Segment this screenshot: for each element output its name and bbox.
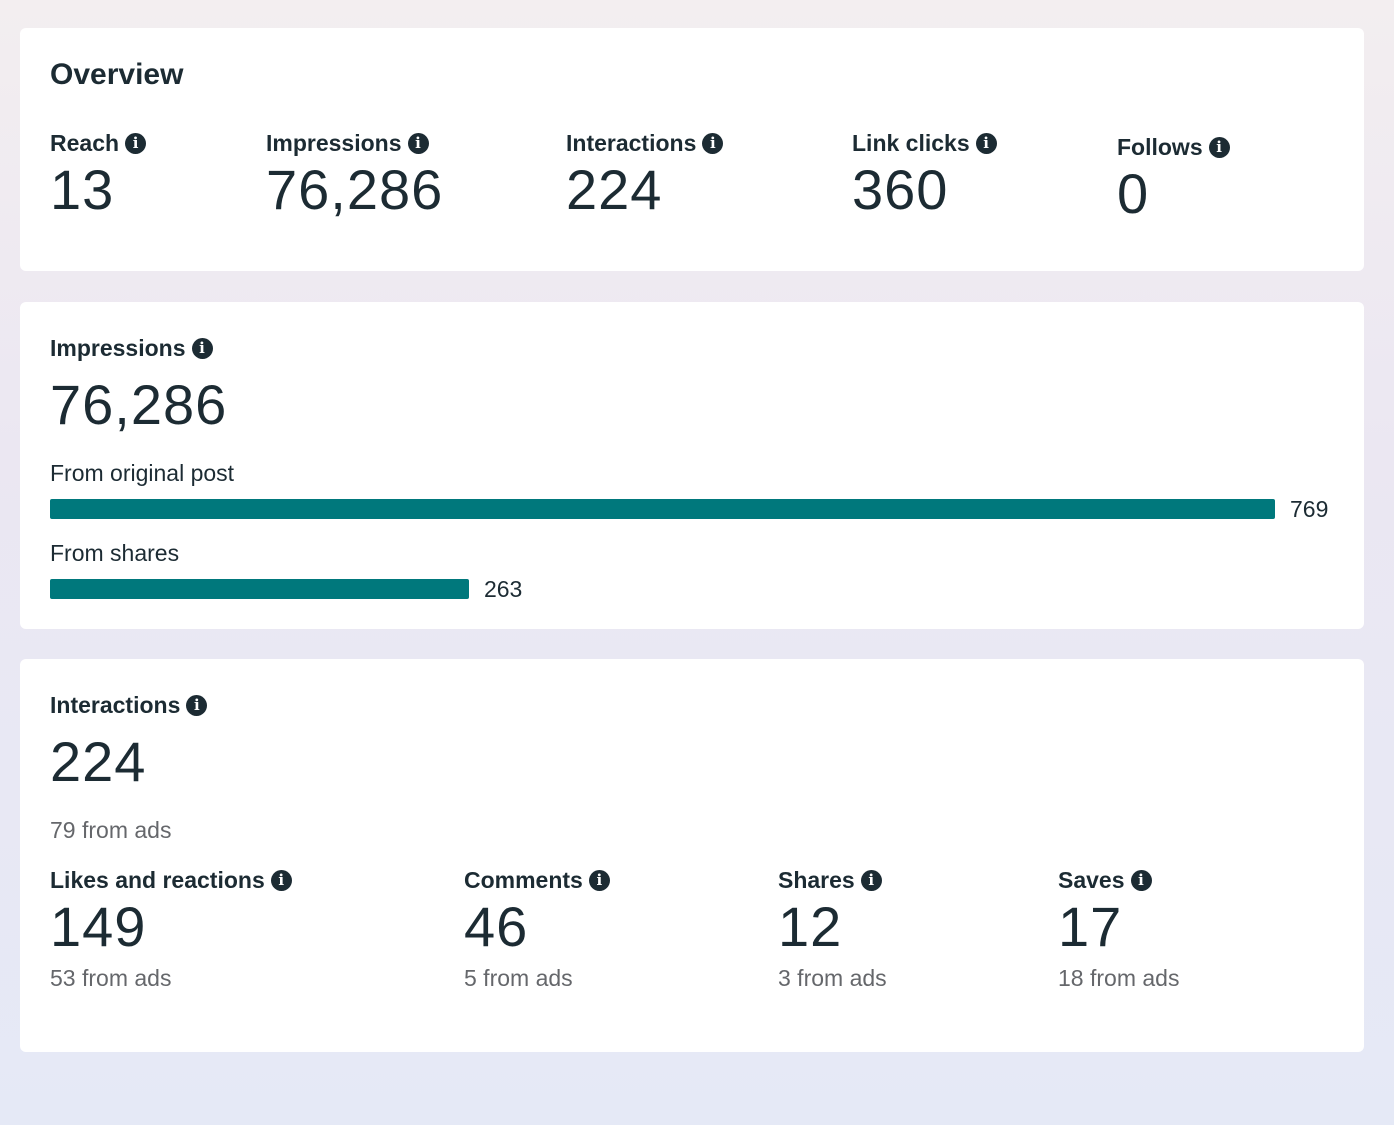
overview-card: Overview Reach i 13 Impressions i 76,286 I…	[20, 28, 1364, 271]
bar-from-shares	[50, 579, 469, 599]
metric-link-clicks: Link clicks i 360	[852, 130, 997, 222]
metric-value: 13	[50, 158, 115, 221]
interactions-from-ads: 79 from ads	[50, 817, 172, 843]
info-icon[interactable]: i	[186, 695, 208, 716]
breakdown-label: Shares	[778, 867, 855, 893]
metric-follows: Follows i 0	[1117, 134, 1230, 226]
interactions-card: Interactions i 224 79 from ads Likes and …	[20, 659, 1364, 1052]
breakdown-value: 149	[50, 895, 147, 958]
impressions-value: 76,286	[50, 373, 228, 436]
impressions-card: Impressions i 76,286 From original post 7…	[20, 302, 1364, 629]
breakdown-likes: Likes and reactions i 149 53 from ads	[50, 867, 292, 992]
bar-value-shares: 263	[483, 576, 523, 602]
breakdown-value: 12	[778, 895, 843, 958]
info-icon[interactable]: i	[407, 133, 429, 154]
metric-impressions: Impressions i 76,286	[266, 130, 443, 222]
info-icon[interactable]: i	[1208, 137, 1230, 158]
metric-label: Follows	[1117, 134, 1203, 160]
breakdown-from-ads: 53 from ads	[50, 965, 172, 991]
breakdown-from-ads: 3 from ads	[778, 965, 887, 991]
info-icon[interactable]: i	[270, 870, 292, 891]
metric-label: Interactions	[566, 130, 697, 156]
breakdown-comments: Comments i 46 5 from ads	[464, 867, 610, 992]
breakdown-label: Likes and reactions	[50, 867, 265, 893]
info-icon[interactable]: i	[860, 870, 882, 891]
right-edge	[1394, 0, 1400, 1125]
interactions-value: 224	[50, 730, 147, 793]
overview-title: Overview	[50, 58, 184, 91]
breakdown-saves: Saves i 17 18 from ads	[1058, 867, 1179, 992]
breakdown-label: Comments	[464, 867, 583, 893]
info-icon[interactable]: i	[191, 338, 213, 359]
info-icon[interactable]: i	[1130, 870, 1152, 891]
bar-label-shares: From shares	[50, 540, 180, 566]
metric-value: 0	[1117, 162, 1150, 225]
metric-interactions: Interactions i 224	[566, 130, 724, 222]
breakdown-value: 17	[1058, 895, 1123, 958]
metric-label: Link clicks	[852, 130, 970, 156]
bar-label-original: From original post	[50, 460, 235, 486]
info-icon[interactable]: i	[588, 870, 610, 891]
bar-original-post	[50, 499, 1275, 519]
info-icon[interactable]: i	[975, 133, 997, 154]
info-icon[interactable]: i	[125, 133, 147, 154]
breakdown-shares: Shares i 12 3 from ads	[778, 867, 887, 992]
interactions-label: Interactions	[50, 692, 181, 718]
breakdown-from-ads: 5 from ads	[464, 965, 573, 991]
breakdown-from-ads: 18 from ads	[1058, 965, 1180, 991]
metric-value: 360	[852, 158, 949, 221]
metric-reach: Reach i 13	[50, 130, 147, 222]
breakdown-label: Saves	[1058, 867, 1125, 893]
info-icon[interactable]: i	[702, 133, 724, 154]
metric-value: 76,286	[266, 158, 444, 221]
metric-value: 224	[566, 158, 663, 221]
metric-label: Reach	[50, 130, 120, 156]
breakdown-value: 46	[464, 895, 529, 958]
metric-label: Impressions	[266, 130, 402, 156]
impressions-label: Impressions	[50, 335, 186, 361]
bar-value-original: 769	[1290, 496, 1329, 522]
